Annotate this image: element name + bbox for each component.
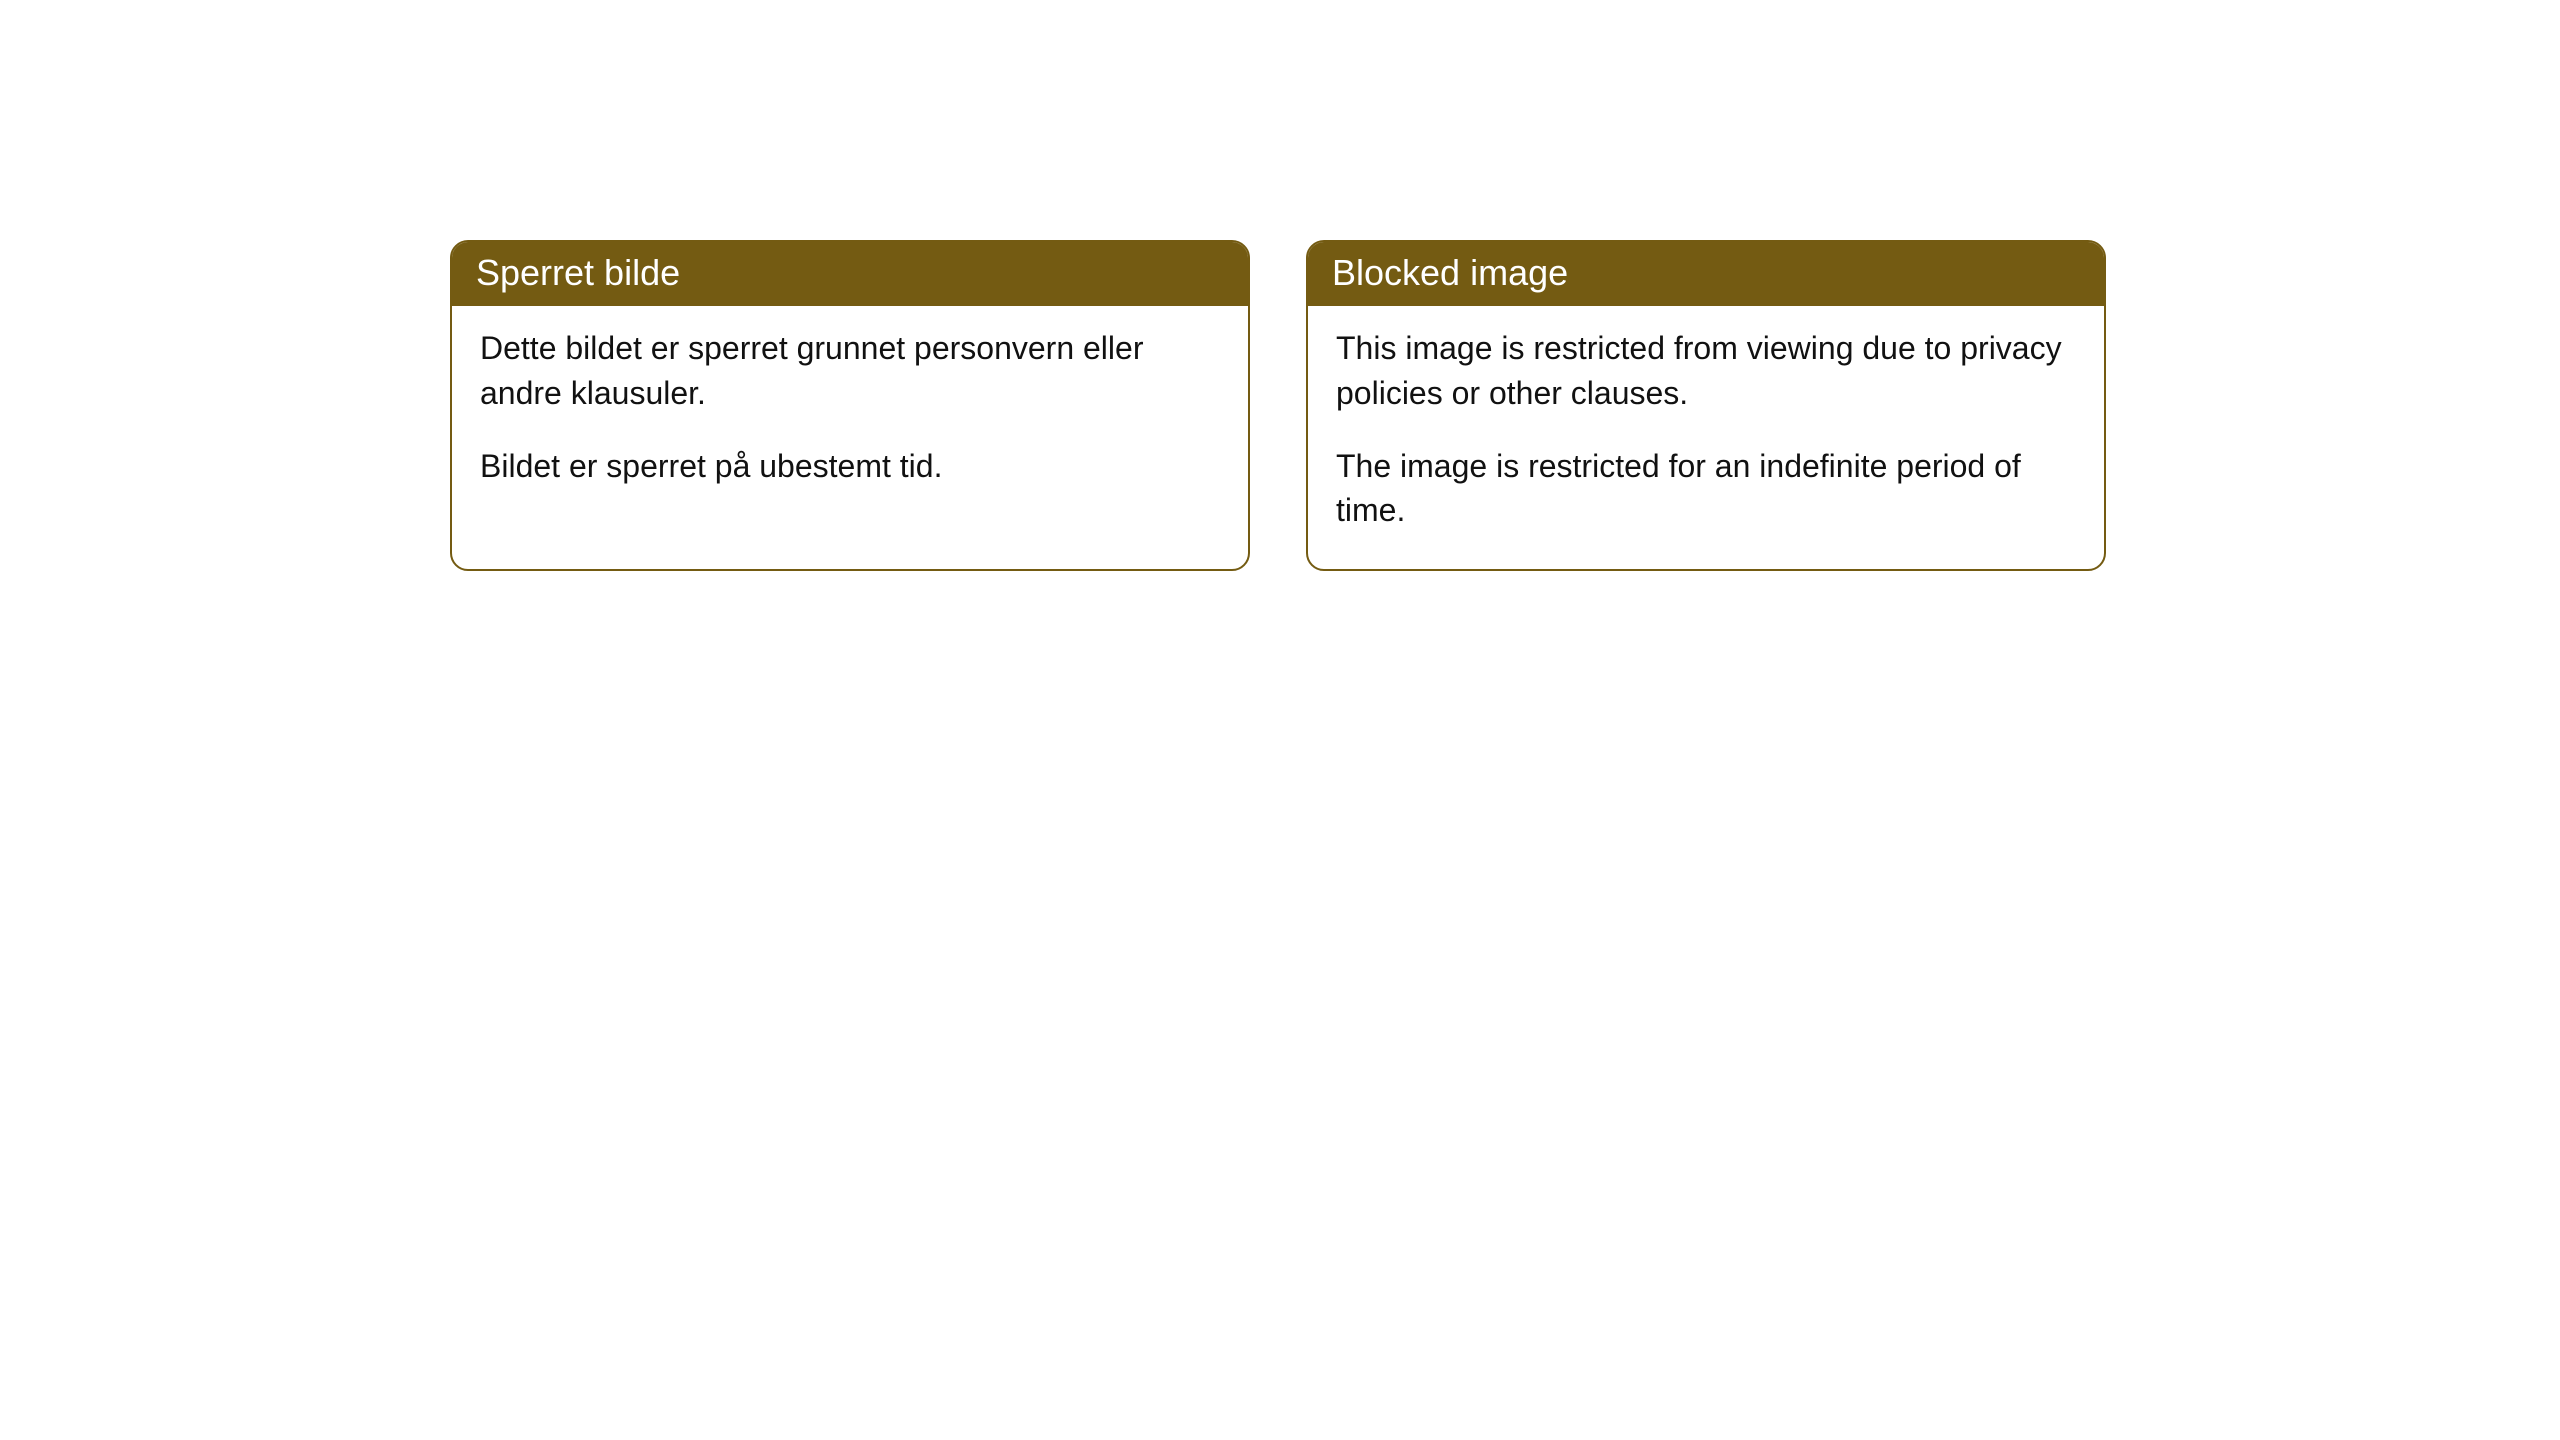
card-paragraph: Bildet er sperret på ubestemt tid.: [480, 444, 1220, 489]
card-paragraph: The image is restricted for an indefinit…: [1336, 444, 2076, 534]
card-header: Sperret bilde: [452, 242, 1248, 306]
card-body: This image is restricted from viewing du…: [1308, 306, 2104, 569]
card-paragraph: This image is restricted from viewing du…: [1336, 326, 2076, 416]
notice-container: Sperret bilde Dette bildet er sperret gr…: [450, 240, 2106, 571]
notice-card-english: Blocked image This image is restricted f…: [1306, 240, 2106, 571]
card-body: Dette bildet er sperret grunnet personve…: [452, 306, 1248, 524]
notice-card-norwegian: Sperret bilde Dette bildet er sperret gr…: [450, 240, 1250, 571]
card-title: Blocked image: [1332, 252, 1568, 293]
card-paragraph: Dette bildet er sperret grunnet personve…: [480, 326, 1220, 416]
card-header: Blocked image: [1308, 242, 2104, 306]
card-title: Sperret bilde: [476, 252, 680, 293]
